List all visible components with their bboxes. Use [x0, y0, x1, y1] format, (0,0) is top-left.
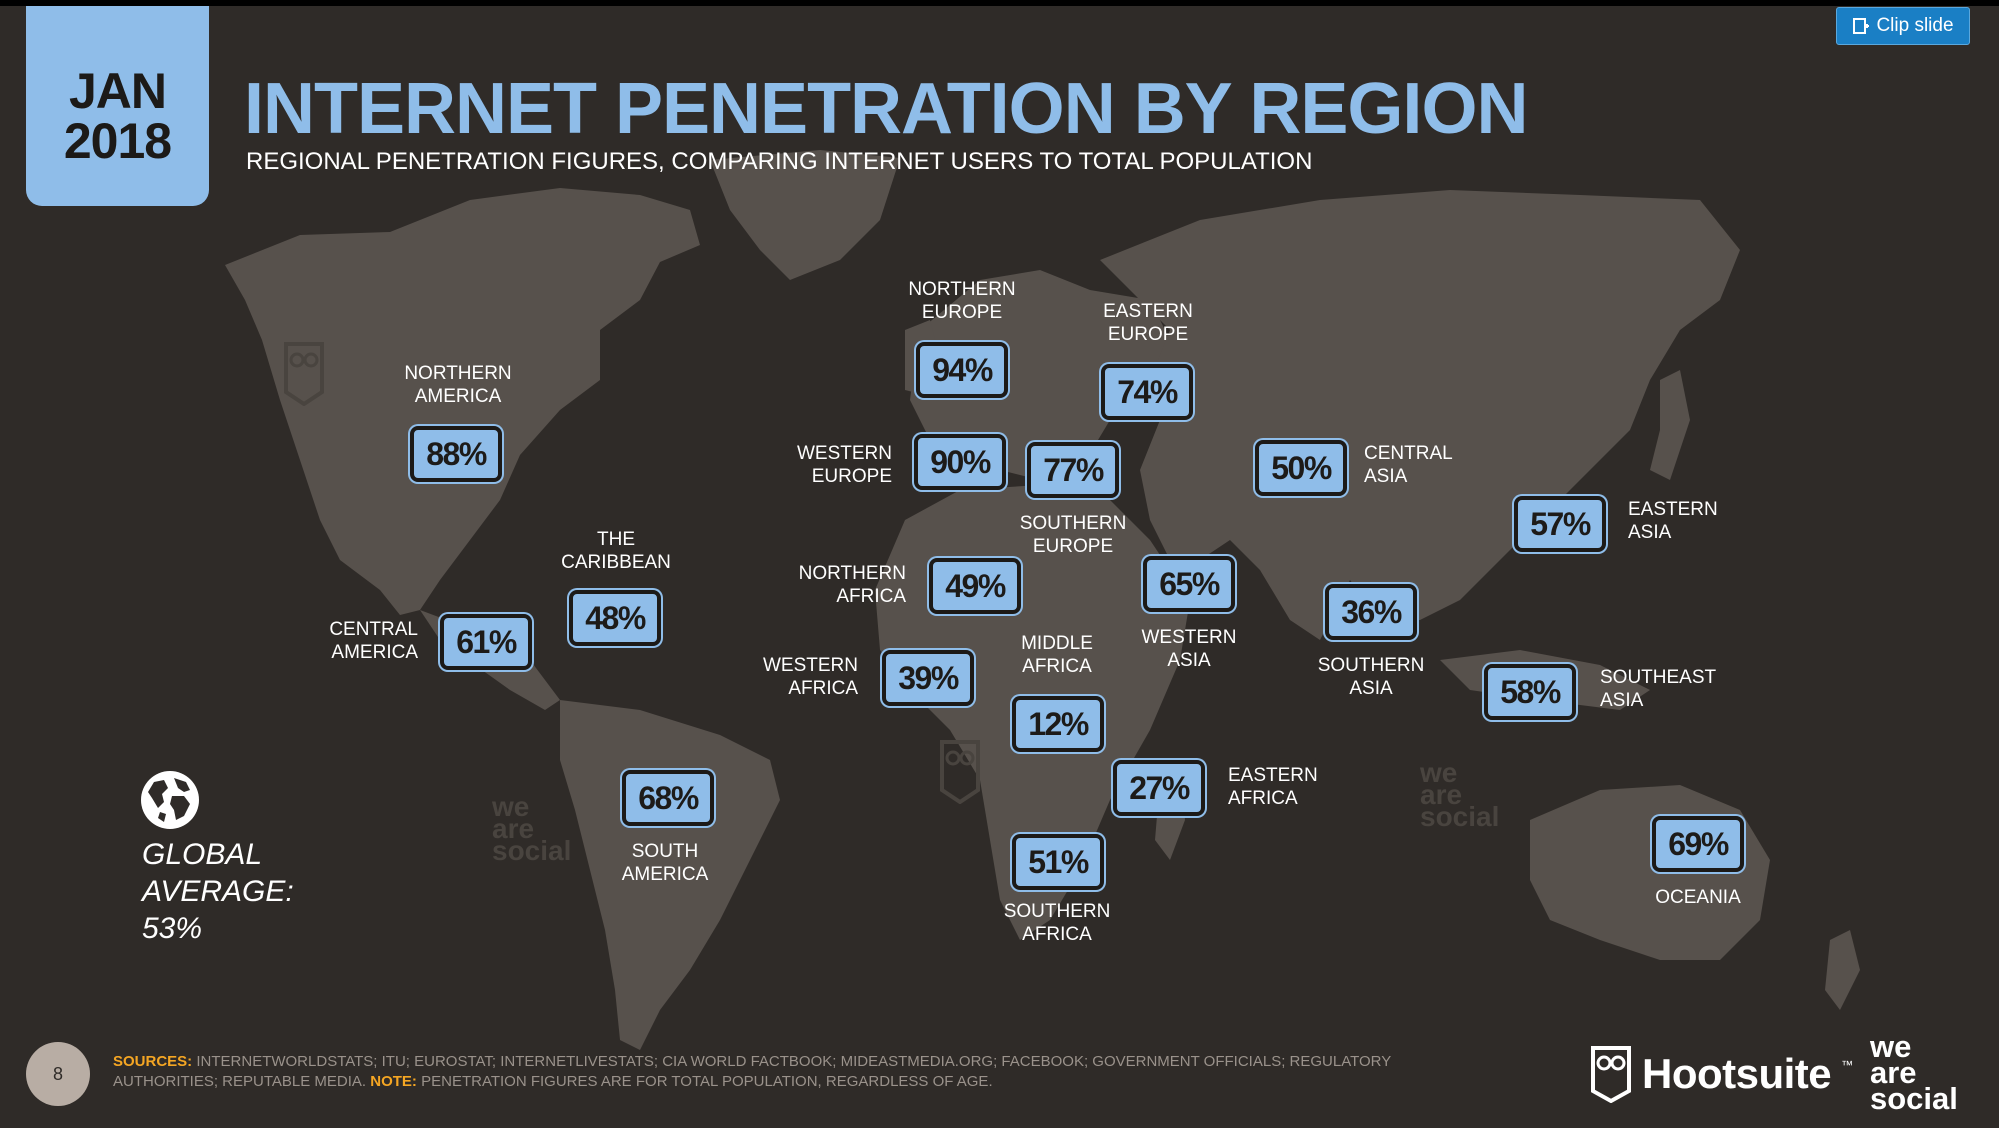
- badge-northern-africa: 49%: [929, 558, 1021, 614]
- sources-text: INTERNETWORLDSTATS; ITU; EUROSTAT; INTER…: [113, 1053, 1391, 1090]
- map-europe: [910, 270, 1170, 480]
- region-label-northern-america: NORTHERN AMERICA: [404, 363, 512, 407]
- region-label-western-asia: WESTERN ASIA: [1141, 627, 1237, 671]
- badge-western-africa: 39%: [882, 650, 974, 706]
- badge-middle-africa: 12%: [1012, 696, 1104, 752]
- region-label-southern-europe: SOUTHERN EUROPE: [1019, 513, 1127, 557]
- top-bar: [0, 0, 1999, 6]
- owl-logo-icon: [1591, 1046, 1631, 1103]
- badge-northern-europe: 94%: [916, 342, 1008, 398]
- global-average-label: GLOBAL AVERAGE:: [142, 838, 294, 908]
- clip-slide-button[interactable]: Clip slide: [1836, 7, 1970, 45]
- badge-southern-europe: 77%: [1027, 442, 1119, 498]
- date-tab: JAN 2018: [26, 6, 209, 206]
- note-label: NOTE:: [370, 1073, 417, 1090]
- map-new-zealand: [1825, 930, 1860, 1010]
- badge-eastern-africa: 27%: [1113, 760, 1205, 816]
- badge-oceania: 69%: [1652, 816, 1744, 872]
- page-subtitle: REGIONAL PENETRATION FIGURES, COMPARING …: [246, 148, 1313, 175]
- map-greenland: [710, 150, 900, 280]
- map-asia: [1100, 190, 1740, 640]
- clip-slide-label: Clip slide: [1876, 15, 1954, 36]
- region-label-southern-asia: SOUTHERN ASIA: [1317, 655, 1425, 699]
- map-japan: [1650, 370, 1690, 480]
- region-label-central-america: CENTRAL AMERICA: [329, 619, 418, 663]
- region-label-northern-africa: NORTHERN AFRICA: [798, 563, 906, 607]
- note-text: PENETRATION FIGURES ARE FOR TOTAL POPULA…: [416, 1073, 993, 1090]
- region-label-eastern-africa: EASTERN AFRICA: [1228, 765, 1318, 809]
- date-year: 2018: [63, 113, 172, 169]
- region-label-western-africa: WESTERN AFRICA: [763, 655, 858, 699]
- global-average: GLOBAL AVERAGE: 53%: [142, 836, 294, 947]
- globe-icon: [141, 771, 199, 829]
- badge-caribbean: 48%: [569, 590, 661, 646]
- badge-western-asia: 65%: [1143, 556, 1235, 612]
- clip-icon: [1853, 18, 1870, 34]
- date-month: JAN: [68, 63, 167, 119]
- watermark-we-are-social: we are social: [492, 791, 572, 866]
- region-label-southeast-asia: SOUTHEAST ASIA: [1600, 667, 1717, 711]
- badge-western-europe: 90%: [914, 434, 1006, 490]
- badge-southern-asia: 36%: [1325, 584, 1417, 640]
- map-south-america: [560, 700, 780, 1050]
- map-north-america: [225, 188, 700, 615]
- region-label-southern-africa: SOUTHERN AFRICA: [1003, 901, 1111, 945]
- region-label-central-asia: CENTRAL ASIA: [1364, 443, 1453, 487]
- page-number: 8: [26, 1042, 90, 1106]
- hootsuite-trademark: ™: [1841, 1058, 1854, 1072]
- sources-label: SOURCES:: [113, 1053, 193, 1070]
- region-label-northern-europe: NORTHERN EUROPE: [908, 279, 1016, 323]
- region-label-middle-africa: MIDDLE AFRICA: [1021, 633, 1093, 677]
- bottom-bar: [0, 1128, 1999, 1132]
- region-label-caribbean: THE CARIBBEAN: [561, 529, 671, 573]
- page-title: INTERNET PENETRATION BY REGION: [244, 69, 1528, 149]
- badge-eastern-europe: 74%: [1101, 364, 1193, 420]
- badge-south-america: 68%: [622, 770, 714, 826]
- badge-central-asia: 50%: [1255, 440, 1347, 496]
- region-label-western-europe: WESTERN EUROPE: [797, 443, 892, 487]
- hootsuite-logo: Hootsuite ™: [1590, 1044, 1853, 1104]
- badge-eastern-asia: 57%: [1514, 496, 1606, 552]
- badge-southeast-asia: 58%: [1484, 664, 1576, 720]
- global-average-value: 53%: [142, 912, 203, 945]
- hootsuite-wordmark: Hootsuite: [1642, 1050, 1832, 1097]
- region-label-oceania: OCEANIA: [1655, 887, 1741, 908]
- owl-watermark-icon: [940, 740, 980, 804]
- watermark-we-are-social: we are social: [1420, 757, 1500, 832]
- sources-note: SOURCES: INTERNETWORLDSTATS; ITU; EUROST…: [113, 1052, 1413, 1092]
- map-australia: [1530, 785, 1770, 960]
- region-label-south-america: SOUTH AMERICA: [621, 841, 709, 885]
- we-are-social-logo: we are social: [1870, 1029, 1958, 1116]
- badge-southern-africa: 51%: [1012, 834, 1104, 890]
- region-label-eastern-asia: EASTERN ASIA: [1628, 499, 1718, 543]
- badge-central-america: 61%: [440, 614, 532, 670]
- owl-watermark-icon: [284, 342, 324, 406]
- region-label-eastern-europe: EASTERN EUROPE: [1103, 301, 1193, 345]
- badge-northern-america: 88%: [410, 426, 502, 482]
